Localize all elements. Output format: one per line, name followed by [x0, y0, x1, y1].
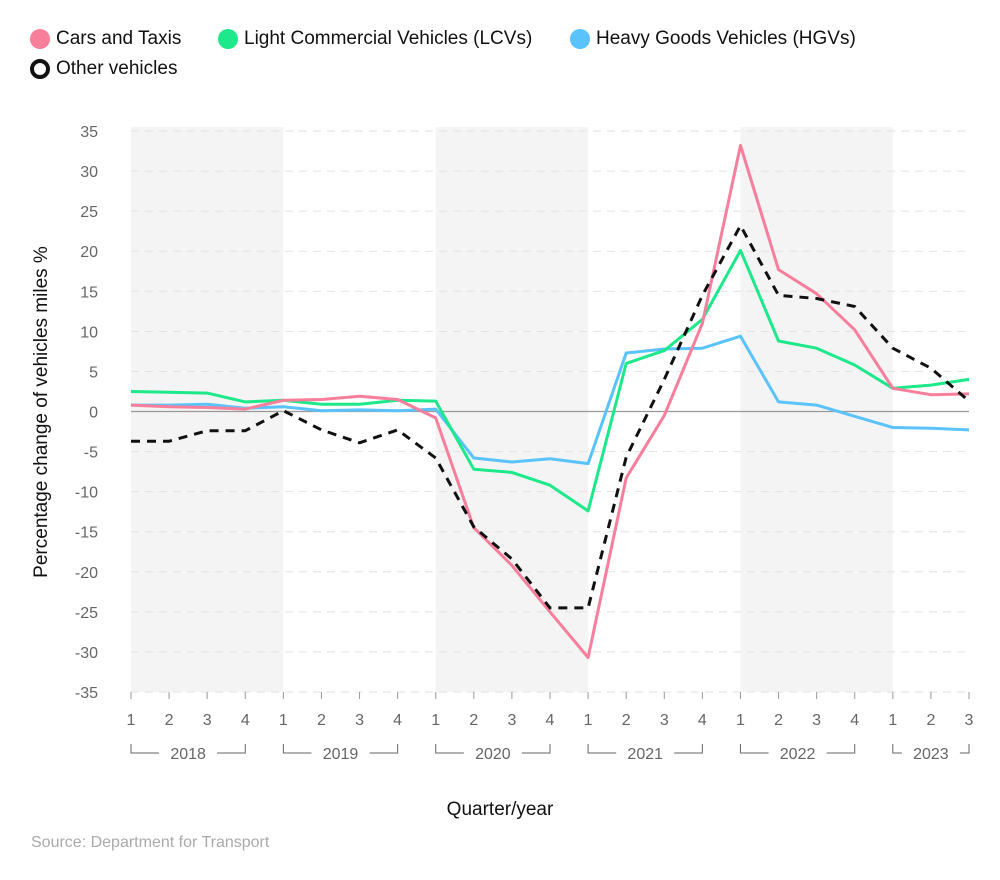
y-tick-label: -35: [75, 685, 98, 702]
legend-item-lcvs[interactable]: Light Commercial Vehicles (LCVs): [218, 28, 532, 50]
year-label: 2022: [780, 746, 816, 763]
x-tick-label: 2: [317, 712, 326, 729]
legend-swatch-other: [30, 59, 50, 79]
y-tick-label: -15: [75, 525, 98, 542]
year-label: 2021: [627, 746, 663, 763]
legend-swatch-hgvs: [570, 29, 590, 49]
x-tick-label: 3: [355, 712, 364, 729]
series-line-cars-and-taxis: [130, 143, 970, 659]
shaded-band-2022: [740, 127, 893, 692]
shaded-band-2020: [435, 127, 589, 692]
x-tick-label: 2: [165, 712, 174, 729]
year-bracket: [587, 744, 703, 754]
legend-item-hgvs[interactable]: Heavy Goods Vehicles (HGVs): [570, 28, 856, 50]
x-tick-label: 1: [736, 712, 745, 729]
legend-item-cars[interactable]: Cars and Taxis: [30, 28, 181, 50]
year-label: 2020: [475, 746, 511, 763]
series-line-other-vehicles: [131, 224, 970, 610]
x-tick-label: 1: [888, 712, 897, 729]
year-bracket: [130, 744, 246, 754]
y-tick-label: 15: [80, 284, 98, 301]
year-bracket: [739, 744, 856, 754]
x-tick-label: 1: [127, 712, 136, 729]
series-line-light-commercial-vehicles-lcvs: [130, 248, 970, 513]
x-tick-label: 4: [850, 712, 859, 729]
year-bracket: [892, 744, 970, 754]
x-tick-label: 3: [965, 712, 974, 729]
year-label: 2019: [323, 746, 359, 763]
legend-swatch-lcvs: [218, 29, 238, 49]
legend-label: Heavy Goods Vehicles (HGVs): [596, 28, 856, 49]
y-tick-label: -10: [75, 485, 98, 502]
y-tick-label: 20: [80, 244, 98, 261]
y-tick-label: 25: [80, 204, 98, 221]
x-axis-title: Quarter/year: [447, 799, 554, 820]
x-tick-label: 4: [546, 712, 555, 729]
y-tick-label: -30: [75, 645, 98, 662]
x-tick-label: 1: [431, 712, 440, 729]
x-tick-label: 4: [698, 712, 707, 729]
y-tick-label: 10: [80, 324, 98, 341]
x-tick-label: 2: [774, 712, 783, 729]
x-tick-label: 3: [812, 712, 821, 729]
y-tick-label: -20: [75, 565, 98, 582]
x-tick-label: 2: [622, 712, 631, 729]
shaded-band-2018: [131, 127, 284, 692]
legend-label: Light Commercial Vehicles (LCVs): [244, 28, 533, 49]
year-bracket: [435, 744, 551, 754]
source-note: Source: Department for Transport: [31, 834, 270, 851]
legend-label: Other vehicles: [56, 58, 178, 79]
y-tick-label: 0: [89, 405, 98, 422]
y-axis-title: Percentage change of vehicles miles %: [31, 246, 52, 578]
legend-item-other[interactable]: Other vehicles: [30, 58, 177, 80]
year-bracket: [282, 744, 399, 754]
x-tick-label: 1: [584, 712, 593, 729]
y-tick-label: -25: [75, 605, 98, 622]
x-tick-label: 4: [241, 712, 250, 729]
x-tick-label: 3: [203, 712, 212, 729]
y-tick-label: 35: [80, 124, 98, 141]
y-tick-label: 5: [89, 364, 98, 381]
year-label: 2018: [170, 746, 206, 763]
y-tick-label: 30: [80, 164, 98, 181]
x-tick-label: 4: [393, 712, 402, 729]
legend-swatch-cars: [30, 29, 50, 49]
x-tick-label: 3: [660, 712, 669, 729]
x-tick-label: 1: [279, 712, 288, 729]
x-tick-label: 2: [926, 712, 935, 729]
legend-label: Cars and Taxis: [56, 28, 182, 49]
year-label: 2023: [913, 746, 949, 763]
series-line-heavy-goods-vehicles-hgvs: [131, 334, 970, 466]
x-tick-label: 2: [469, 712, 478, 729]
y-tick-label: -5: [84, 445, 98, 462]
x-tick-label: 3: [507, 712, 516, 729]
